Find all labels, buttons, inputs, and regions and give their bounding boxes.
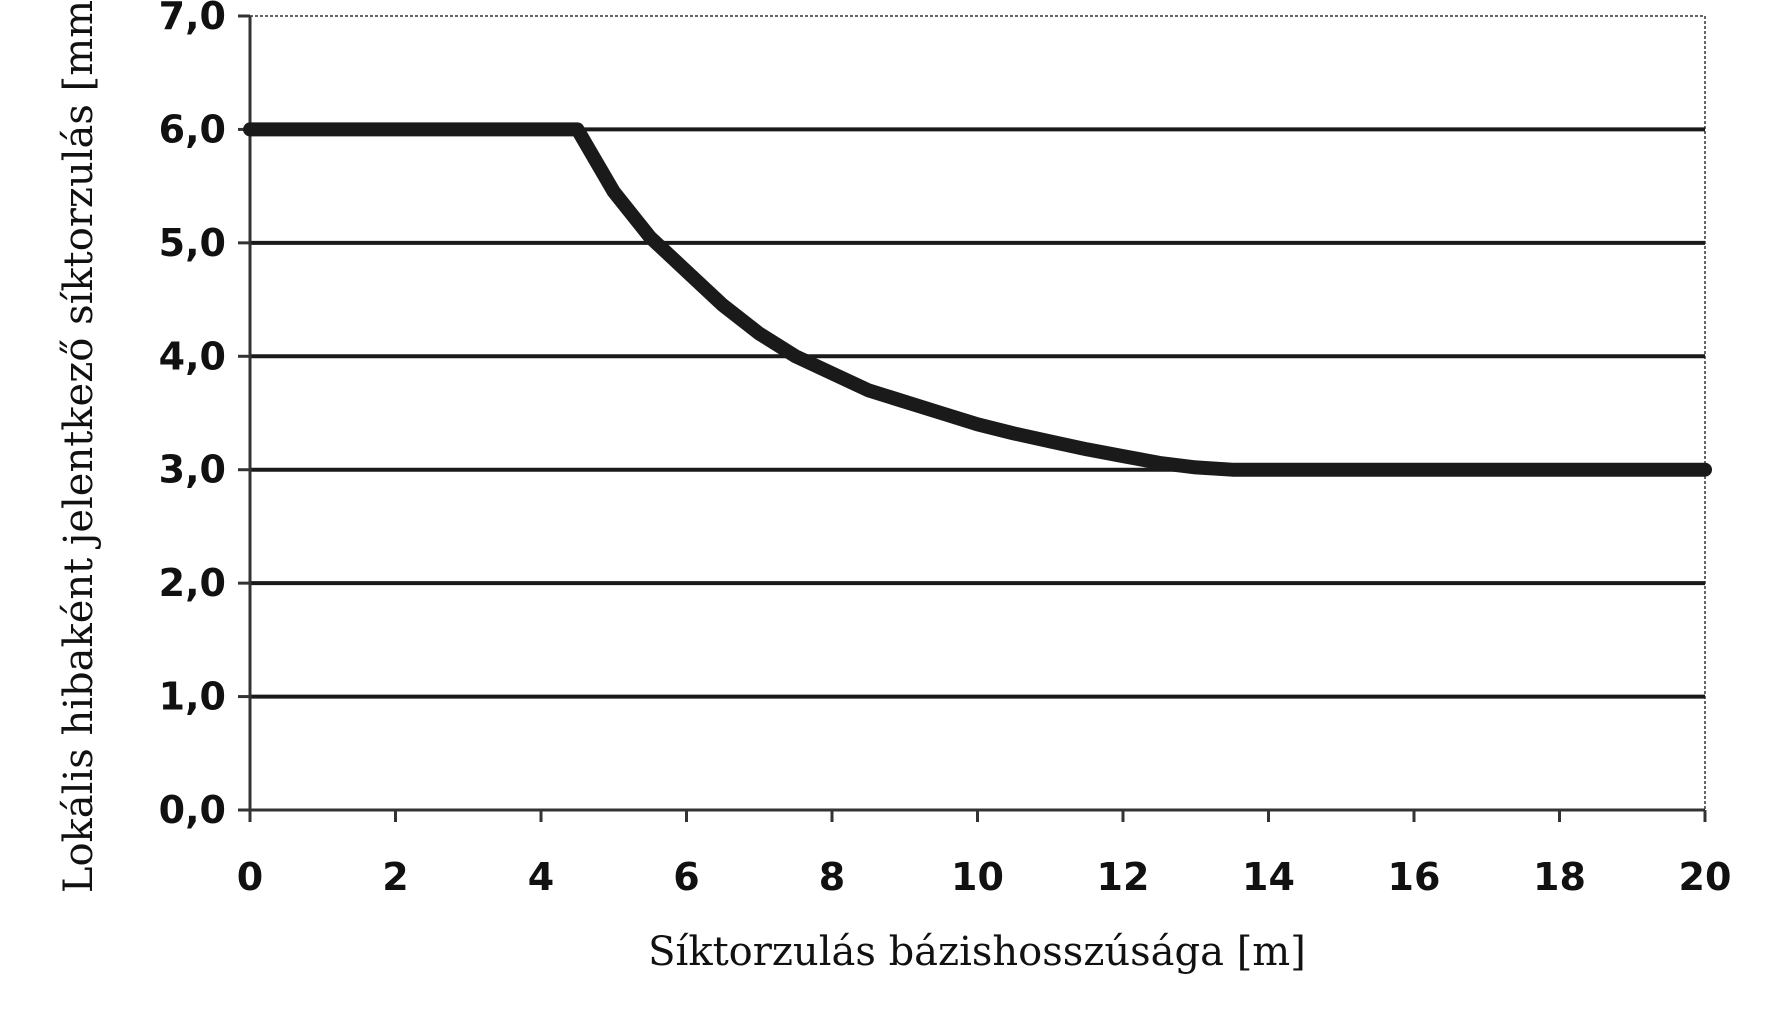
x-tick-label: 16 — [1388, 855, 1441, 899]
y-ticks: 0,0 1,0 2,0 3,0 4,0 5,0 6,0 7,0 — [159, 0, 250, 832]
x-tick-label: 4 — [528, 855, 554, 899]
x-tick-label: 6 — [673, 855, 699, 899]
x-tick-label: 10 — [951, 855, 1004, 899]
x-axis-title: Síktorzulás bázishosszúsága [m] — [648, 929, 1306, 975]
y-tick-label: 6,0 — [159, 107, 226, 151]
x-tick-label: 8 — [819, 855, 845, 899]
x-tick-label: 14 — [1242, 855, 1295, 899]
x-tick-label: 12 — [1097, 855, 1150, 899]
y-tick-label: 7,0 — [159, 0, 226, 38]
grid-lines — [250, 127, 1705, 699]
series-line — [243, 122, 1712, 477]
x-tick-label: 18 — [1533, 855, 1586, 899]
x-ticks: 0 2 4 6 8 10 12 14 16 18 20 — [237, 810, 1732, 899]
y-tick-label: 2,0 — [159, 561, 226, 605]
y-tick-label: 0,0 — [159, 788, 226, 832]
y-tick-label: 3,0 — [159, 448, 226, 492]
x-tick-label: 0 — [237, 855, 263, 899]
x-tick-label: 2 — [382, 855, 408, 899]
y-tick-label: 4,0 — [159, 334, 226, 378]
y-tick-label: 5,0 — [159, 221, 226, 265]
y-axis-title: Lokális hibaként jelentkező síktorzulás … — [56, 0, 102, 893]
y-tick-label: 1,0 — [159, 675, 226, 719]
x-tick-label: 20 — [1679, 855, 1732, 899]
plot-area — [249, 15, 1706, 811]
